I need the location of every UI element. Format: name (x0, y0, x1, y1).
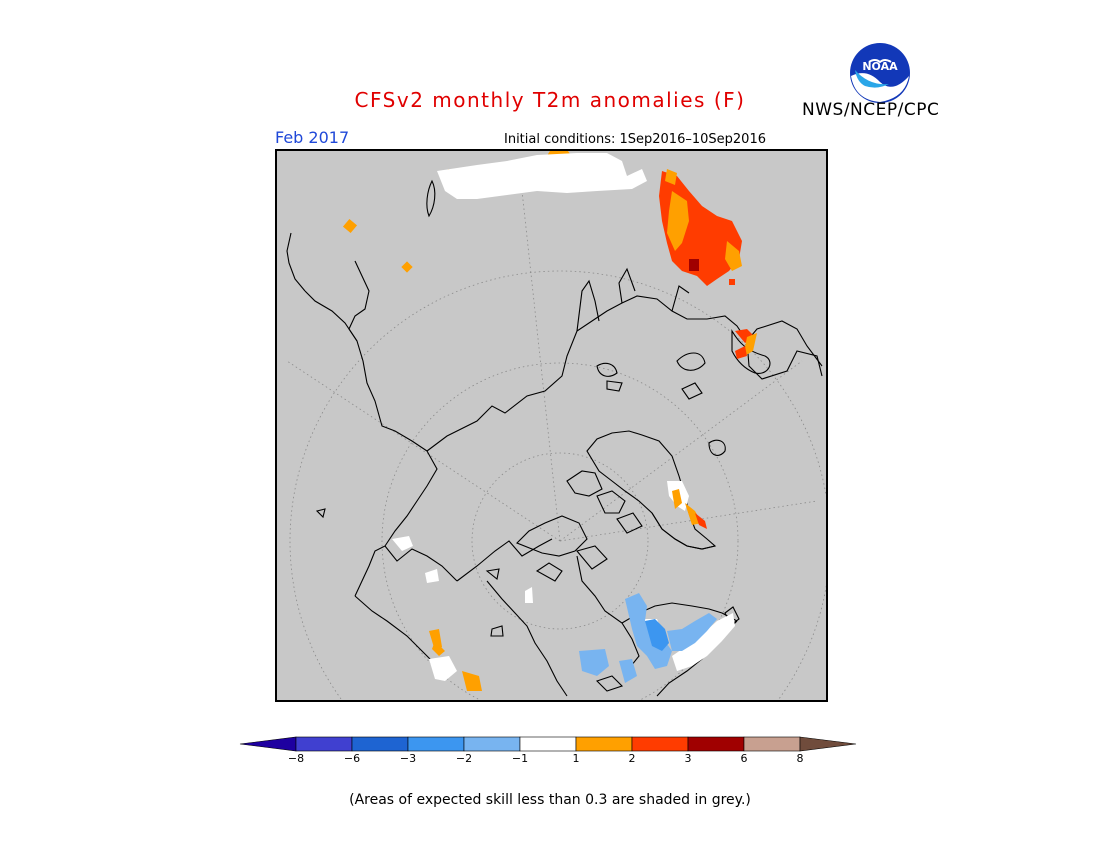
legend-tick-label: 8 (796, 752, 804, 765)
legend-tick-label: −6 (343, 752, 361, 765)
legend-swatch (743, 736, 801, 752)
legend-swatch (463, 736, 521, 752)
anomaly-negative (579, 593, 717, 683)
legend-tick-label: −8 (287, 752, 305, 765)
forecast-month: Feb 2017 (275, 128, 350, 147)
legend-tick-label: −3 (399, 752, 417, 765)
legend-swatch (687, 736, 745, 752)
skill-footnote: (Areas of expected skill less than 0.3 a… (349, 792, 751, 808)
noaa-logo-text: NOAA (862, 60, 898, 73)
initial-conditions: Initial conditions: 1Sep2016–10Sep2016 (504, 132, 766, 147)
legend-tick-label: −1 (511, 752, 529, 765)
legend-swatch (351, 736, 409, 752)
anomaly-positive (342, 151, 757, 691)
legend-swatch (519, 736, 577, 752)
color-legend-bar (239, 736, 857, 752)
graticule (286, 190, 826, 700)
color-legend (238, 733, 862, 759)
noaa-logo-icon: NOAA (850, 43, 910, 103)
legend-swatch (631, 736, 689, 752)
agency-label: NWS/NCEP/CPC (802, 100, 940, 120)
legend-tick-label: 3 (684, 752, 692, 765)
legend-swatch (295, 736, 353, 752)
legend-swatch (239, 736, 297, 752)
noaa-logo: NOAA (849, 42, 911, 108)
map-panel (275, 149, 828, 702)
legend-swatch (407, 736, 465, 752)
coastlines (286, 179, 823, 697)
legend-tick-label: −2 (455, 752, 473, 765)
legend-swatch (799, 736, 857, 752)
legend-ticks: −8 −6 −3 −2 −1 1 2 3 6 8 (0, 752, 1100, 768)
legend-tick-label: 2 (628, 752, 636, 765)
legend-swatch (575, 736, 633, 752)
map-title: CFSv2 monthly T2m anomalies (F) (354, 88, 746, 112)
legend-tick-label: 6 (740, 752, 748, 765)
legend-tick-label: 1 (572, 752, 580, 765)
polar-map (286, 151, 826, 700)
